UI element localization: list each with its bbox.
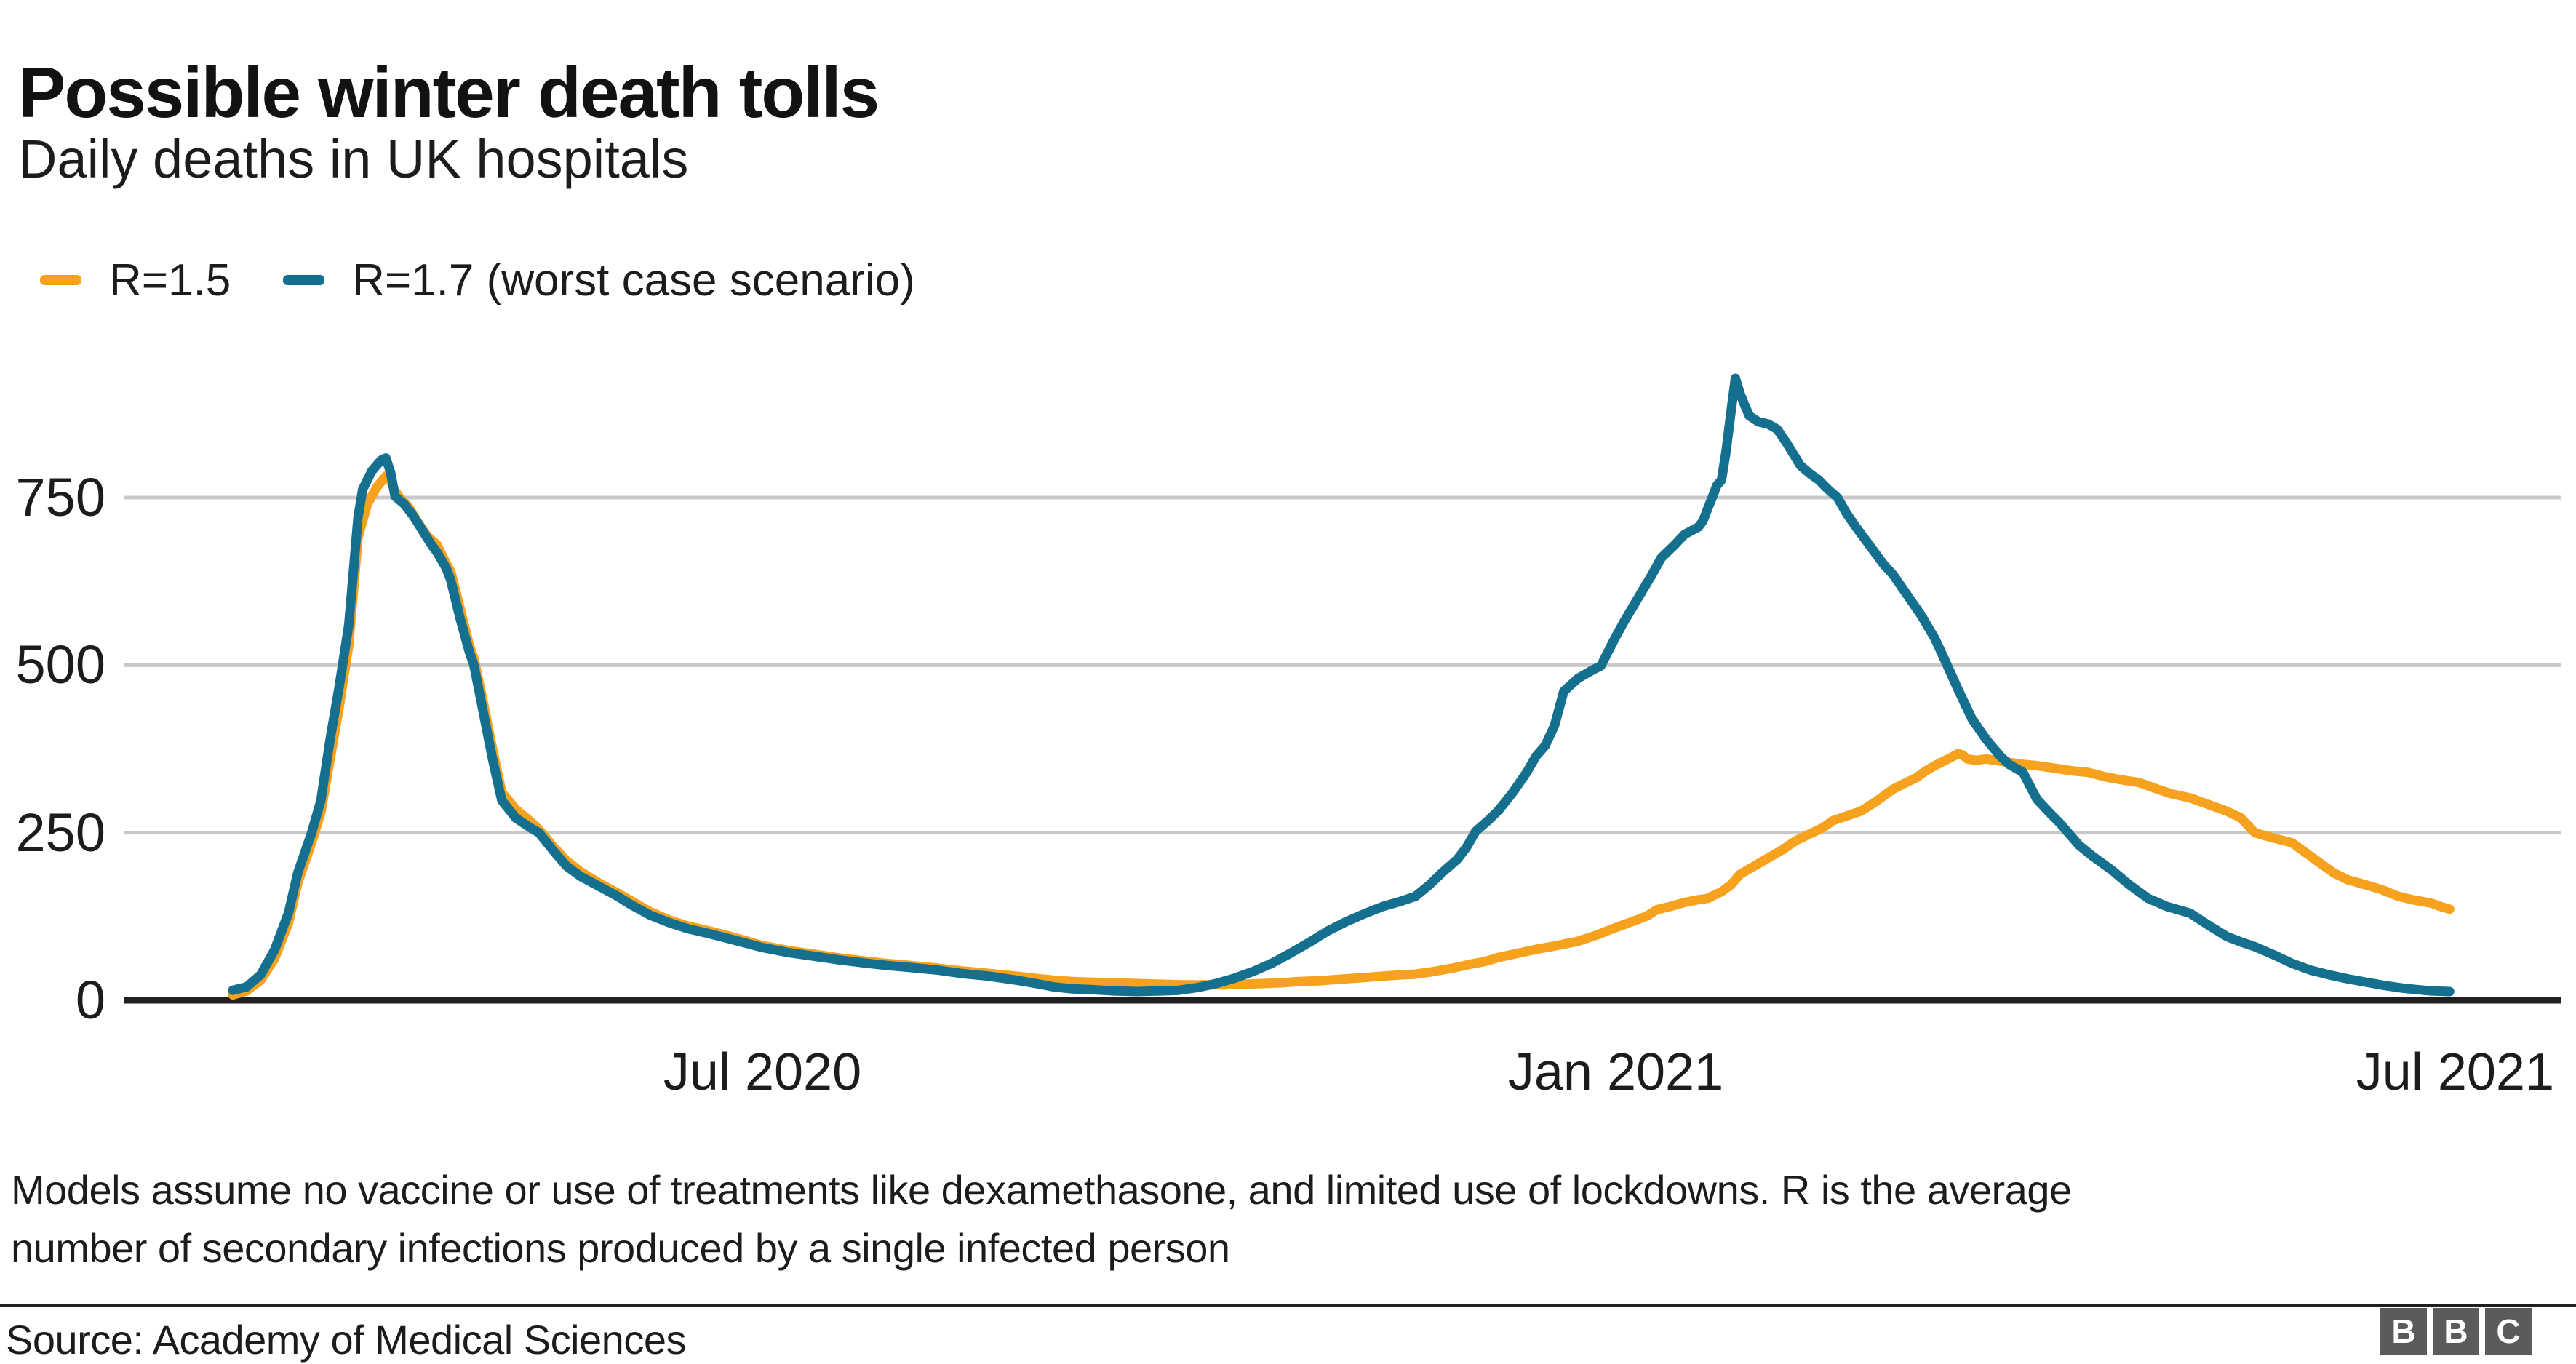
- chart-footnote: Models assume no vaccine or use of treat…: [11, 1167, 2072, 1271]
- page-title: Possible winter death tolls: [18, 52, 880, 132]
- y-tick-label-500: 500: [15, 634, 105, 695]
- y-tick-label-750: 750: [15, 467, 105, 527]
- source-credit: Source: Academy of Medical Sciences: [6, 1317, 686, 1363]
- legend-swatch: [40, 275, 81, 285]
- y-tick-label-250: 250: [15, 802, 105, 863]
- chart-subtitle: Daily deaths in UK hospitals: [18, 129, 689, 189]
- bbc-logo-letter: B: [2391, 1312, 2416, 1350]
- bbc-logo-letter: C: [2496, 1312, 2521, 1350]
- legend-item: R=1.7 (worst case scenario): [283, 255, 915, 306]
- legend-swatch: [283, 275, 325, 285]
- legend-label: R=1.7 (worst case scenario): [352, 255, 915, 306]
- bbc-logo-block: C: [2485, 1308, 2532, 1355]
- series-line-r-1.5: [228, 471, 2455, 1000]
- y-tick-label-0: 0: [75, 970, 105, 1030]
- legend: R=1.5 R=1.7 (worst case scenario): [40, 251, 968, 309]
- bbc-logo-block: B: [2380, 1308, 2427, 1355]
- x-tick-label-jul-2020: Jul 2020: [663, 1043, 862, 1101]
- x-tick-label-jan-2021: Jan 2021: [1507, 1043, 1724, 1101]
- bbc-logo-letter: B: [2444, 1312, 2468, 1350]
- legend-item: R=1.5: [40, 255, 231, 306]
- footer-divider: [0, 1304, 2576, 1307]
- x-tick-label-jul-2021: Jul 2021: [2356, 1043, 2554, 1101]
- series-line-r-1.7-worst-case-scenario-: [228, 373, 2455, 997]
- bbc-logo-block: B: [2433, 1308, 2479, 1355]
- legend-label: R=1.5: [109, 255, 231, 306]
